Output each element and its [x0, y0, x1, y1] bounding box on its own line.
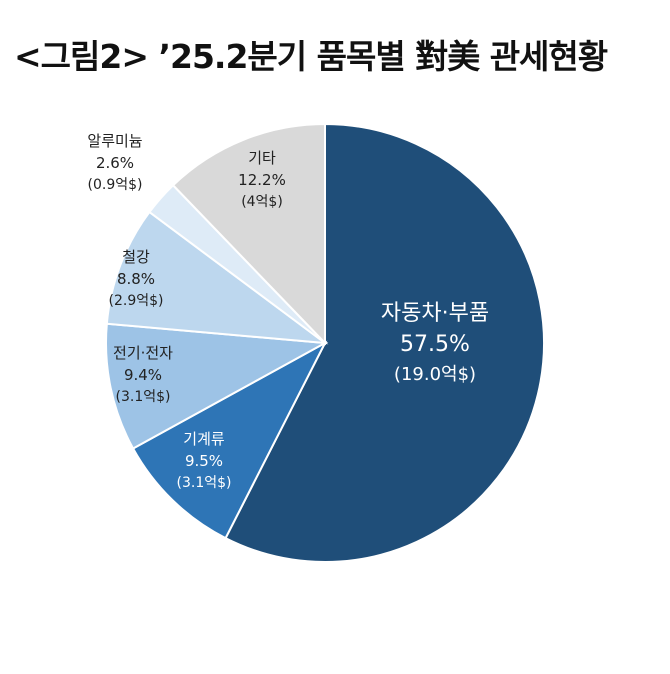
pie-slice [105, 322, 329, 450]
slice-percent: 8.8% [117, 270, 155, 288]
slice-percent: 9.5% [185, 452, 223, 470]
pie-slice [171, 122, 326, 346]
pie-slice [224, 122, 545, 563]
pie-slice [131, 340, 328, 540]
slice-percent: 12.2% [238, 171, 286, 189]
slice-amount: (4억$) [241, 194, 283, 210]
slice-label: 알루미늄 [87, 132, 142, 150]
slice-label: 전기·전자 [113, 344, 173, 362]
slice-amount: (19.0억$) [394, 364, 476, 385]
slice-amount: (3.1억$) [116, 389, 171, 405]
slice-percent: 9.4% [124, 366, 162, 384]
slice-label: 기계류 [183, 430, 225, 448]
slice-amount: (0.9억$) [88, 177, 143, 193]
slice-label: 자동차·부품 [381, 301, 489, 326]
slice-label: 철강 [122, 248, 150, 266]
slice-label: 기타 [248, 149, 276, 167]
slice-percent: 57.5% [400, 332, 470, 357]
chart-title: <그림2> ’25.2분기 품목별 對美 관세현황 [14, 37, 608, 76]
slice-amount: (3.1억$) [177, 475, 232, 491]
pie-slice [105, 210, 329, 345]
slice-percent: 2.6% [96, 154, 134, 172]
slice-amount: (2.9억$) [109, 293, 164, 309]
